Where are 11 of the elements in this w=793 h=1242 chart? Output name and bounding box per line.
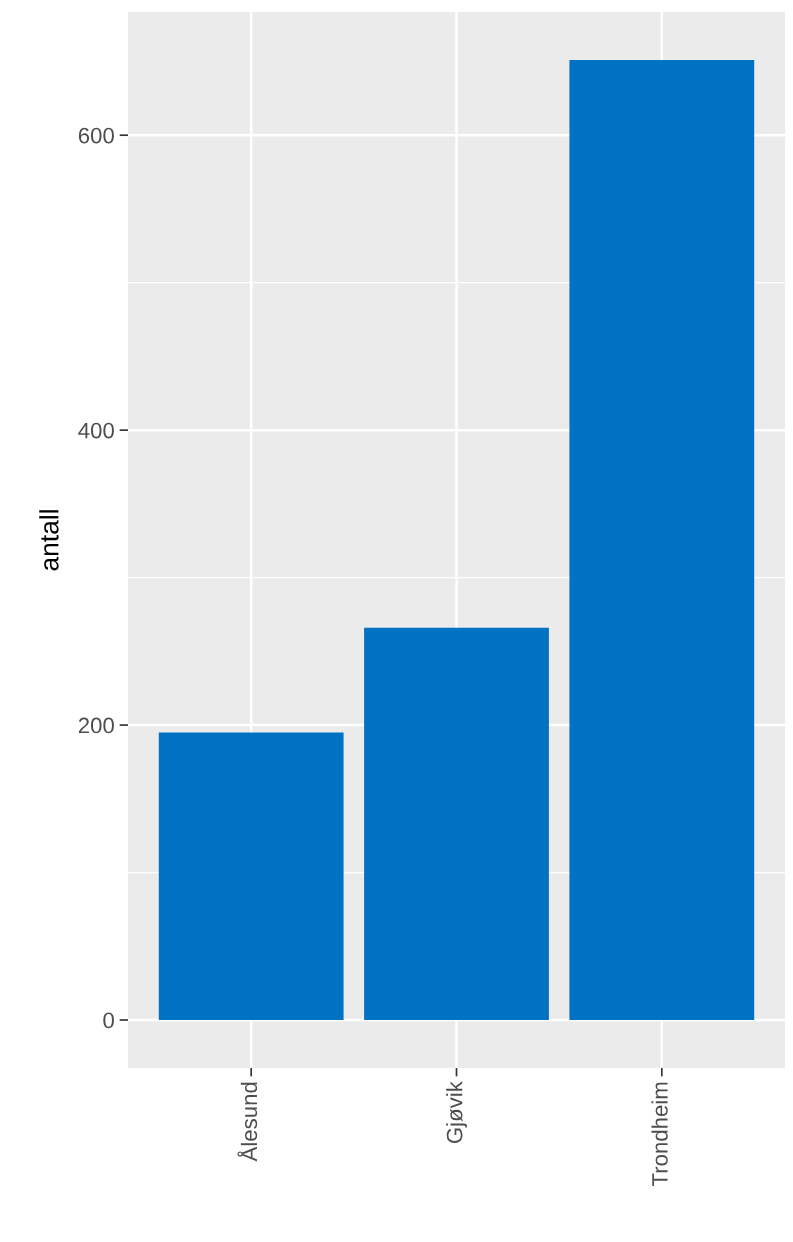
bar bbox=[364, 627, 549, 1020]
y-tick-label: 0 bbox=[103, 1012, 114, 1029]
x-tick-label: Gjøvik bbox=[446, 1081, 467, 1144]
y-tick-label: 600 bbox=[78, 127, 114, 144]
x-tick-label: Trondheim bbox=[651, 1082, 668, 1187]
bar bbox=[158, 732, 344, 1020]
y-tick-label: 400 bbox=[78, 422, 114, 439]
y-tick-label: 200 bbox=[78, 717, 114, 734]
x-tick-label: Ålesund bbox=[237, 1082, 258, 1162]
y-axis-title: antall bbox=[39, 510, 59, 571]
bar bbox=[569, 60, 755, 1020]
